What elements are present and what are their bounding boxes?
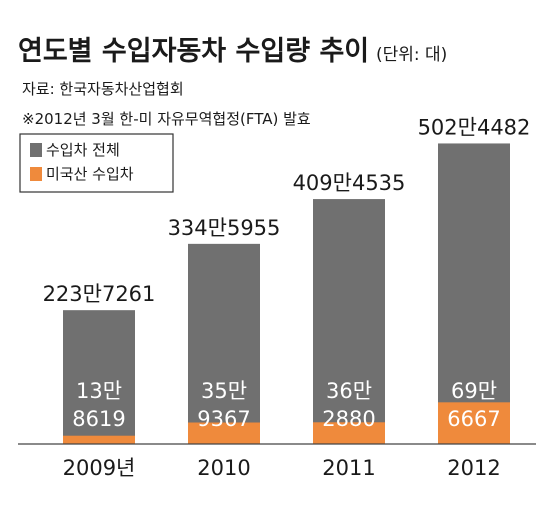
legend-label-us: 미국산 수입차 bbox=[46, 165, 134, 183]
bar-total bbox=[63, 310, 135, 444]
bar-total bbox=[438, 143, 510, 444]
legend-label-total: 수입차 전체 bbox=[46, 141, 120, 159]
data-label-total: 223만7261 bbox=[43, 282, 156, 306]
data-label-us: 6667 bbox=[447, 407, 500, 431]
source-note: 자료: 한국자동차산업협회 bbox=[22, 80, 184, 98]
bar-total bbox=[188, 243, 260, 444]
data-label-us: 13만 bbox=[76, 379, 122, 403]
legend: 수입차 전체 미국산 수입차 bbox=[19, 133, 174, 193]
plot-area: 223만7261 13만 8619 2009년 334만5955 35만 9367 2010 4… bbox=[18, 115, 536, 480]
unit-label: (단위: 대) bbox=[376, 45, 447, 65]
x-tick-label: 2009년 bbox=[63, 456, 136, 480]
bar-us-import bbox=[438, 402, 510, 444]
bar-us-import bbox=[188, 422, 260, 444]
data-label-us: 2880 bbox=[322, 407, 375, 431]
legend-swatch-total bbox=[30, 143, 42, 157]
data-label-total: 334만5955 bbox=[168, 216, 281, 240]
data-label-us: 8619 bbox=[72, 407, 125, 431]
fta-note: ※2012년 3월 한-미 자유무역협정(FTA) 발효 bbox=[22, 110, 311, 128]
legend-swatch-us bbox=[30, 167, 42, 181]
bar-total bbox=[313, 199, 385, 444]
data-label-us: 69만 bbox=[451, 379, 497, 403]
data-label-us: 36만 bbox=[326, 379, 372, 403]
x-tick-label: 2012 bbox=[447, 456, 500, 480]
data-label-total: 409만4535 bbox=[293, 171, 406, 195]
x-tick-label: 2010 bbox=[197, 456, 250, 480]
chart-title: 연도별 수입자동차 수입량 추이 bbox=[18, 36, 369, 67]
bar-us-import bbox=[63, 435, 135, 444]
legend-box bbox=[19, 133, 174, 193]
x-tick-label: 2011 bbox=[322, 456, 375, 480]
data-label-us: 35만 bbox=[201, 379, 247, 403]
data-label-us: 9367 bbox=[197, 407, 250, 431]
bar-us-import bbox=[313, 422, 385, 444]
data-label-total: 502만4482 bbox=[418, 115, 531, 139]
